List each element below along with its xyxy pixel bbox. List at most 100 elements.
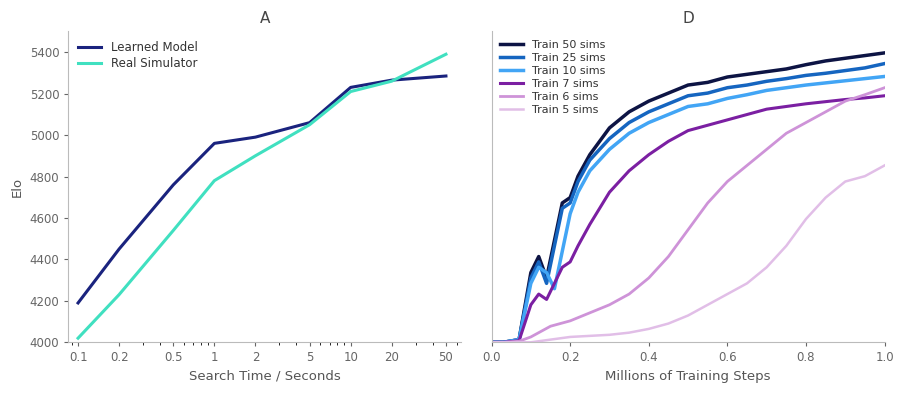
Train 7 sims [541, 297, 552, 302]
Train 25 sims [643, 110, 654, 114]
Real Simulator [114, 292, 125, 297]
Train 10 sims [663, 112, 674, 117]
Train 50 sims [643, 99, 654, 104]
Train 5 sims [506, 340, 517, 345]
Train 6 sims [514, 339, 525, 344]
Train 50 sims [526, 270, 537, 275]
Train 6 sims [585, 310, 595, 315]
Train 25 sims [533, 260, 544, 264]
Train 7 sims [643, 152, 654, 157]
Train 25 sims [801, 73, 812, 78]
Train 50 sims [557, 201, 567, 205]
Train 6 sims [801, 120, 812, 125]
Train 7 sims [702, 123, 713, 128]
Train 6 sims [879, 85, 890, 90]
Train 6 sims [781, 131, 792, 136]
Train 5 sims [761, 265, 772, 269]
Line: Train 6 sims: Train 6 sims [491, 88, 884, 342]
Train 10 sims [565, 211, 576, 216]
Legend: Learned Model, Real Simulator: Learned Model, Real Simulator [74, 37, 201, 74]
Real Simulator [209, 178, 220, 183]
Train 25 sims [573, 179, 584, 184]
Train 10 sims [801, 83, 812, 87]
Train 25 sims [840, 68, 851, 73]
Train 6 sims [722, 179, 733, 184]
Train 6 sims [498, 340, 509, 345]
Train 10 sims [682, 104, 693, 109]
Train 25 sims [486, 340, 497, 345]
Train 10 sims [840, 78, 851, 83]
Train 50 sims [781, 67, 792, 71]
Train 50 sims [682, 83, 693, 87]
Train 5 sims [545, 337, 556, 342]
X-axis label: Search Time / Seconds: Search Time / Seconds [189, 370, 341, 383]
Train 25 sims [781, 76, 792, 81]
Train 6 sims [526, 335, 537, 339]
Train 5 sims [585, 333, 595, 338]
Train 6 sims [565, 318, 576, 323]
Train 10 sims [820, 80, 831, 85]
Real Simulator [304, 123, 315, 127]
Train 50 sims [604, 126, 614, 130]
Train 10 sims [514, 337, 525, 342]
Train 6 sims [604, 303, 614, 307]
Train 50 sims [761, 69, 772, 74]
Train 25 sims [879, 61, 890, 66]
Learned Model [209, 141, 220, 146]
Learned Model [386, 78, 397, 82]
Train 6 sims [761, 147, 772, 152]
Train 25 sims [565, 201, 576, 205]
Train 7 sims [663, 139, 674, 144]
Train 7 sims [533, 292, 544, 296]
Train 10 sims [624, 131, 634, 136]
Train 25 sims [604, 136, 614, 141]
Learned Model [250, 135, 261, 139]
Train 25 sims [585, 158, 595, 162]
Train 7 sims [526, 303, 537, 307]
Train 6 sims [663, 254, 674, 259]
Train 50 sims [585, 152, 595, 157]
Line: Train 10 sims: Train 10 sims [491, 76, 884, 342]
Train 50 sims [573, 174, 584, 178]
Train 10 sims [541, 270, 552, 275]
Train 7 sims [573, 243, 584, 248]
Train 6 sims [643, 276, 654, 281]
Train 50 sims [541, 276, 552, 281]
Train 25 sims [549, 243, 560, 248]
Train 6 sims [860, 92, 871, 97]
Train 7 sims [557, 265, 567, 269]
Train 5 sims [879, 163, 890, 168]
Train 50 sims [565, 195, 576, 200]
Real Simulator [386, 79, 397, 84]
Train 50 sims [879, 50, 890, 55]
Train 5 sims [722, 292, 733, 296]
Train 5 sims [840, 179, 851, 184]
Train 10 sims [741, 92, 752, 97]
Title: D: D [682, 11, 694, 26]
Train 50 sims [741, 72, 752, 77]
Train 25 sims [663, 101, 674, 106]
Learned Model [441, 74, 452, 78]
Train 7 sims [801, 101, 812, 106]
Train 6 sims [840, 99, 851, 104]
Real Simulator [72, 336, 83, 340]
Train 50 sims [533, 254, 544, 259]
Train 5 sims [801, 217, 812, 221]
Train 50 sims [663, 91, 674, 95]
Train 50 sims [860, 53, 871, 58]
Train 7 sims [565, 260, 576, 264]
Train 25 sims [624, 120, 634, 125]
Train 5 sims [643, 327, 654, 331]
Train 7 sims [781, 104, 792, 109]
Train 7 sims [604, 190, 614, 195]
Learned Model [114, 247, 125, 251]
Real Simulator [345, 89, 356, 94]
Learned Model [345, 85, 356, 90]
Train 50 sims [549, 238, 560, 243]
Train 10 sims [526, 281, 537, 286]
Learned Model [72, 301, 83, 305]
Train 7 sims [722, 117, 733, 122]
Train 25 sims [702, 91, 713, 95]
Learned Model [168, 182, 179, 187]
Line: Train 5 sims: Train 5 sims [491, 165, 884, 342]
